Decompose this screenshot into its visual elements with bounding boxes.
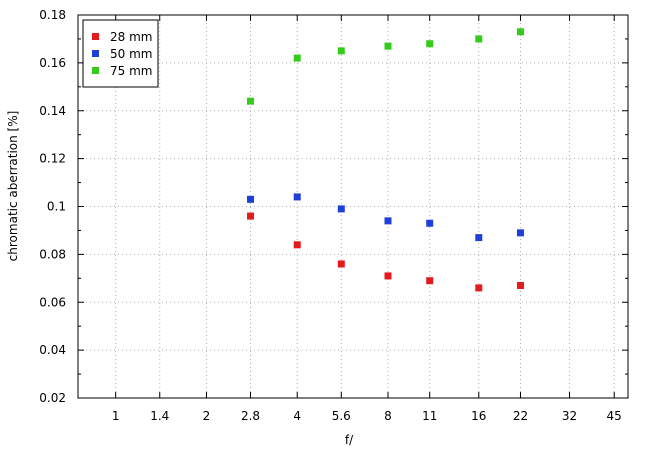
data-point <box>516 281 524 289</box>
data-point <box>247 212 255 220</box>
data-point <box>247 97 255 105</box>
x-axis: 1 1.4 2 2.8 4 5.6 8 11 16 22 32 45 <box>112 15 622 423</box>
y-tick-label: 0.18 <box>39 8 66 22</box>
data-point <box>426 40 434 48</box>
x-tick-label: 2 <box>203 409 211 423</box>
y-tick-label: 0.06 <box>39 295 66 309</box>
data-point <box>426 219 434 227</box>
legend-swatch <box>92 33 99 40</box>
x-tick-label: 45 <box>607 409 622 423</box>
y-axis-label: chromatic aberration [%] <box>6 111 20 262</box>
x-tick-label: 5.6 <box>332 409 351 423</box>
y-tick-label: 0.1 <box>47 200 66 214</box>
y-tick-label: 0.02 <box>39 391 66 405</box>
x-tick-label: 11 <box>422 409 437 423</box>
data-point <box>475 234 483 242</box>
y-tick-label: 0.16 <box>39 56 66 70</box>
x-axis-label: f/ <box>345 433 354 447</box>
data-point <box>337 260 345 268</box>
legend-swatch <box>92 50 99 57</box>
data-point <box>426 277 434 285</box>
data-point <box>384 42 392 50</box>
plot-frame <box>77 14 629 399</box>
x-tick-label: 22 <box>513 409 528 423</box>
data-point <box>516 28 524 36</box>
data-point <box>384 272 392 280</box>
x-tick-label: 32 <box>562 409 577 423</box>
y-tick-label: 0.08 <box>39 247 66 261</box>
y-tick-label: 0.14 <box>39 104 66 118</box>
x-tick-label: 8 <box>384 409 392 423</box>
legend-label: 75 mm <box>110 64 152 78</box>
x-tick-label: 16 <box>471 409 486 423</box>
y-tick-label: 0.04 <box>39 343 66 357</box>
data-point <box>337 47 345 55</box>
x-tick-label: 1 <box>112 409 120 423</box>
data-point <box>293 54 301 62</box>
grid <box>78 14 628 399</box>
data-point <box>475 35 483 43</box>
legend: 28 mm 50 mm 75 mm <box>82 19 159 88</box>
data-point <box>384 217 392 225</box>
x-tick-label: 2.8 <box>241 409 260 423</box>
data-point <box>337 205 345 213</box>
data-point <box>475 284 483 292</box>
legend-label: 50 mm <box>110 47 152 61</box>
data-point <box>247 195 255 203</box>
x-tick-label: 1.4 <box>150 409 169 423</box>
y-tick-label: 0.12 <box>39 152 66 166</box>
data-point <box>516 229 524 237</box>
y-axis: 0.02 0.04 0.06 0.08 0.1 0.12 0.14 0.16 0.18 <box>39 8 628 405</box>
legend-swatch <box>92 67 99 74</box>
data-point <box>293 241 301 249</box>
x-tick-label: 4 <box>293 409 301 423</box>
legend-label: 28 mm <box>110 30 152 44</box>
data-point <box>293 193 301 201</box>
data-points <box>247 28 524 292</box>
